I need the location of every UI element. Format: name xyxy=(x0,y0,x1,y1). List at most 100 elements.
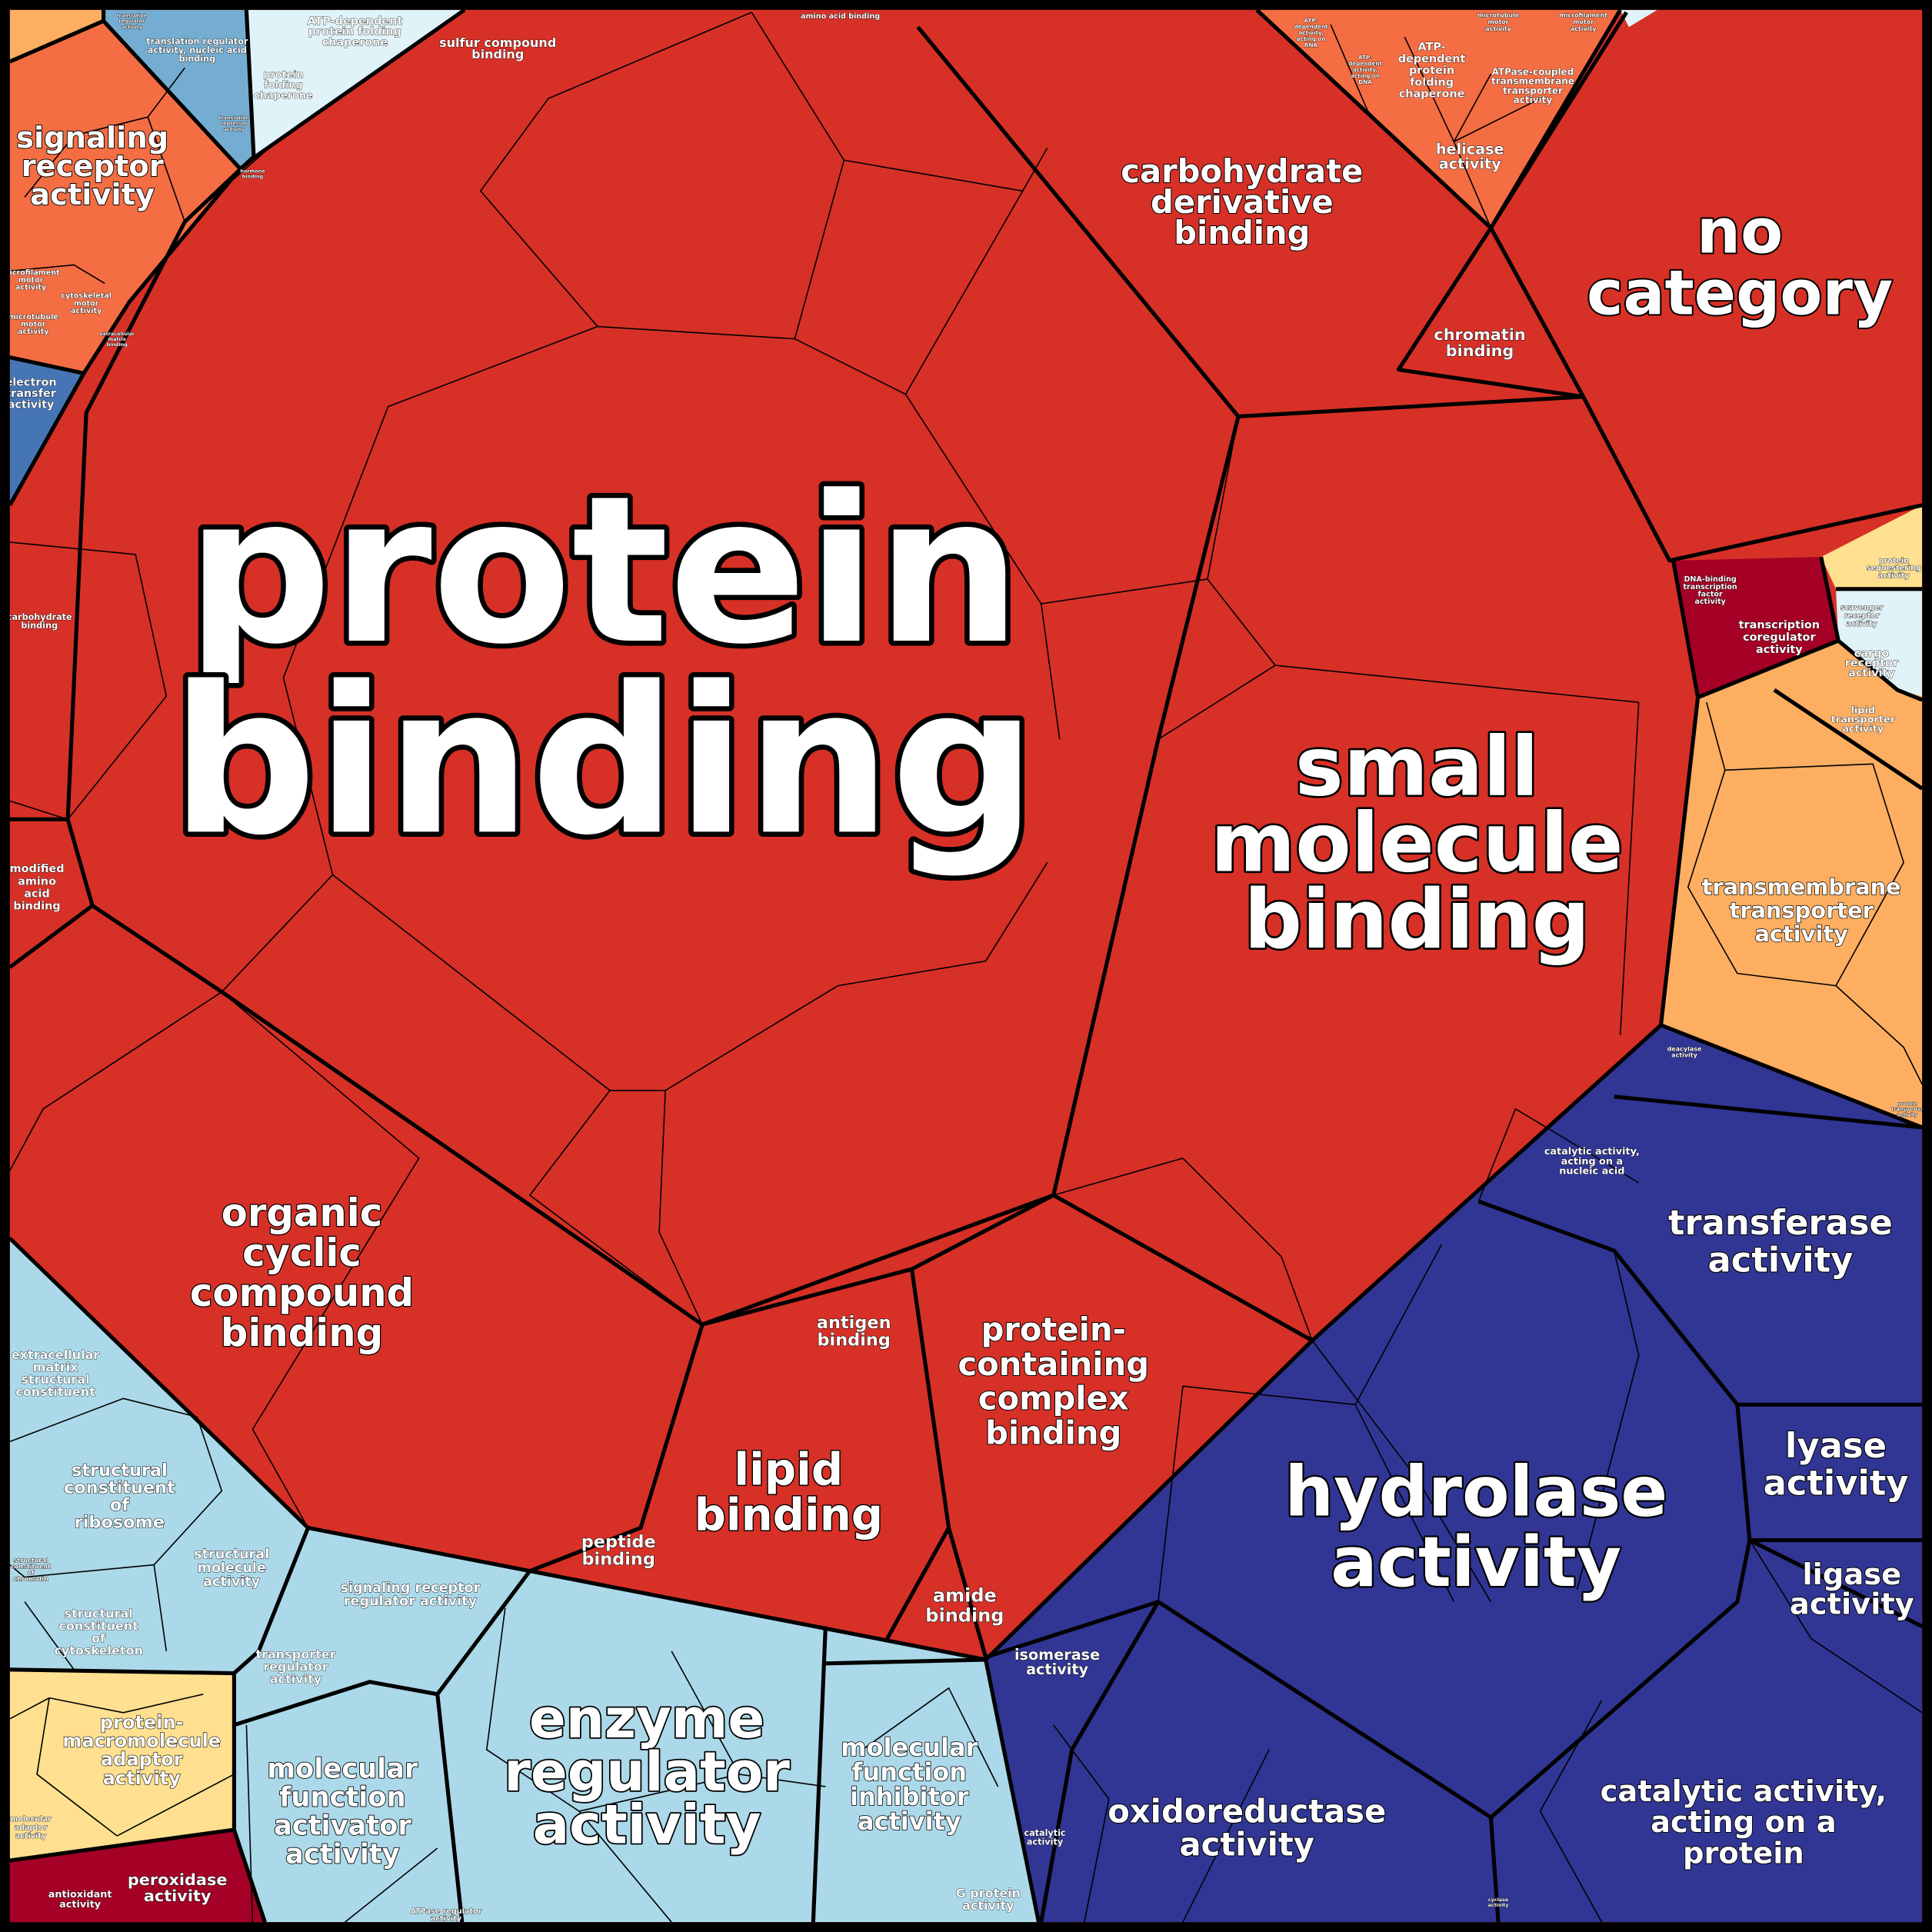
label-line: activity xyxy=(203,1574,261,1590)
cell-label-protein-folding-chaperone: protein folding chaperone xyxy=(254,69,312,102)
cell-label-signaling-receptor-activity: signaling receptor activity xyxy=(16,121,168,212)
cell-label-electron-transfer-activity: electron transfer activity xyxy=(5,376,56,411)
label-line: transporter xyxy=(1831,715,1896,726)
label-line: dependent xyxy=(1348,60,1382,67)
label-line: structural xyxy=(14,1557,48,1564)
cell-boundary xyxy=(1207,416,1639,703)
transporter-top-left-strip xyxy=(9,9,104,62)
cell-label-protein-macromolecule-adaptor-activity: protein-macromolecule adaptor activity xyxy=(62,1712,221,1789)
cargo-region xyxy=(1836,588,1923,700)
label-line: dependent xyxy=(1294,23,1328,30)
label-line: deacylase xyxy=(1667,1046,1702,1053)
cell-label-antigen-binding: antigen binding xyxy=(817,1313,891,1350)
cell-label-sulfur-compound-binding: sulfur compound binding xyxy=(439,35,556,62)
cell-label-lyase-activity: lyase activity xyxy=(1764,1425,1909,1503)
cell-boundary xyxy=(1158,665,1276,740)
cluster-boundary xyxy=(8,372,86,507)
cell-boundary xyxy=(1053,1158,1313,1341)
label-line: transmembrane xyxy=(1491,76,1574,87)
cluster-boundary xyxy=(1237,395,1584,419)
label-line: transfer xyxy=(5,388,57,400)
cell-boundary xyxy=(1404,36,1541,143)
label-line: motor xyxy=(1488,18,1509,25)
label-line: ATP- xyxy=(1358,54,1372,61)
cell-label-protein-containing-complex-binding: protein-containing complex binding xyxy=(958,1311,1149,1452)
transcription-region xyxy=(1673,557,1839,698)
label-line: category xyxy=(1587,258,1893,329)
label-line: catalytic activity, xyxy=(1544,1146,1640,1158)
cell-label-microtubule-motor-top: microtubule motor activity xyxy=(1477,12,1520,32)
cell-label-amino-acid-binding: amino acid binding xyxy=(801,12,880,21)
label-line: acting on xyxy=(1297,35,1326,42)
label-line: activity xyxy=(1842,724,1884,735)
label-line: motor xyxy=(21,321,46,329)
label-line: adaptor xyxy=(15,1824,48,1832)
cell-boundary xyxy=(9,541,168,820)
label-line: protein xyxy=(1879,557,1910,565)
label-line: matrix xyxy=(108,336,126,342)
cell-label-catalytic-nucleic-acid: catalytic activity, acting on a nucleic ac… xyxy=(1544,1146,1640,1178)
label-line: acting on xyxy=(1351,72,1380,79)
label-line: regulator xyxy=(263,1659,328,1674)
cluster-boundary xyxy=(1039,1601,1161,1923)
label-line: dependent xyxy=(1398,53,1466,65)
label-line: activity, xyxy=(1298,29,1323,36)
cluster-boundary xyxy=(885,1527,951,1640)
label-line: amino acid binding xyxy=(801,12,880,21)
cell-boundary xyxy=(486,1607,672,1923)
label-line: activity xyxy=(224,126,245,132)
cluster-boundary xyxy=(232,1829,267,1923)
cell-boundary xyxy=(9,991,222,1171)
cell-label-structural-constituent-of-cytoskeleton: structural constituent of cytoskeleton xyxy=(54,1606,143,1657)
label-line: lipid xyxy=(734,1443,843,1495)
label-line: binding xyxy=(1174,214,1310,251)
label-line: binding xyxy=(925,1604,1004,1626)
cell-label-translation-repressor-activity: translation repressor activity xyxy=(219,115,250,132)
label-line: protein xyxy=(1683,1836,1804,1870)
label-line: transferase xyxy=(1668,1202,1893,1243)
cell-boundary xyxy=(221,325,598,993)
label-line: activity xyxy=(15,283,47,291)
label-line: activity xyxy=(1790,1587,1914,1622)
cluster-boundary xyxy=(811,1626,828,1923)
label-line: antioxidant xyxy=(48,1889,112,1900)
label-line: activity xyxy=(1707,1239,1853,1280)
cluster-boundary xyxy=(65,156,255,820)
label-line: ATP-dependent xyxy=(307,15,402,28)
label-line: inhibitor xyxy=(850,1782,969,1811)
cell-boundary xyxy=(24,1601,75,1671)
label-line: activity xyxy=(8,398,55,411)
label-line: binding xyxy=(1244,872,1590,967)
cluster-boundary xyxy=(1837,639,1924,702)
label-line: peptide xyxy=(581,1532,656,1552)
label-line: cytoskeletal xyxy=(61,292,112,301)
cell-label-atp-dep-chaperone-light: ATP-dependent protein folding chaperone xyxy=(307,15,402,48)
cell-boundary xyxy=(153,1564,168,1651)
label-line: binding xyxy=(1446,341,1514,360)
cluster-boundary xyxy=(1052,1193,1314,1343)
label-line: binding xyxy=(171,644,1036,880)
cell-label-protein-transporter-activity: protein transporter activity xyxy=(1891,1101,1924,1118)
transporter-region xyxy=(1661,641,1923,1128)
label-line: transporter xyxy=(1503,85,1563,96)
cell-label-signaling-receptor-regulator-activity: signaling receptor regulator activity xyxy=(341,1581,481,1610)
label-line: microtubule xyxy=(8,313,59,321)
label-line: motor xyxy=(74,299,99,308)
label-line: compound xyxy=(190,1271,414,1315)
label-line: protein xyxy=(1897,1101,1918,1107)
cell-boundary xyxy=(9,1697,50,1720)
cell-label-catalytic-protein: catalytic activity, acting on a protein xyxy=(1601,1774,1887,1870)
label-line: extracellular xyxy=(99,331,135,337)
label-line: binding xyxy=(985,1414,1121,1452)
cell-boundary xyxy=(116,1774,235,1837)
label-line: molecule xyxy=(197,1561,265,1576)
cell-boundary xyxy=(9,800,68,821)
cluster-boundary xyxy=(8,1237,987,1662)
label-line: lipid xyxy=(1851,705,1875,717)
label-line: motor xyxy=(1573,18,1594,25)
cell-boundary xyxy=(345,1847,438,1923)
label-line: isomerase xyxy=(1014,1646,1100,1664)
label-line: activity xyxy=(1764,1462,1909,1503)
label-line: motor xyxy=(18,276,44,285)
label-line: regulator xyxy=(119,18,146,25)
